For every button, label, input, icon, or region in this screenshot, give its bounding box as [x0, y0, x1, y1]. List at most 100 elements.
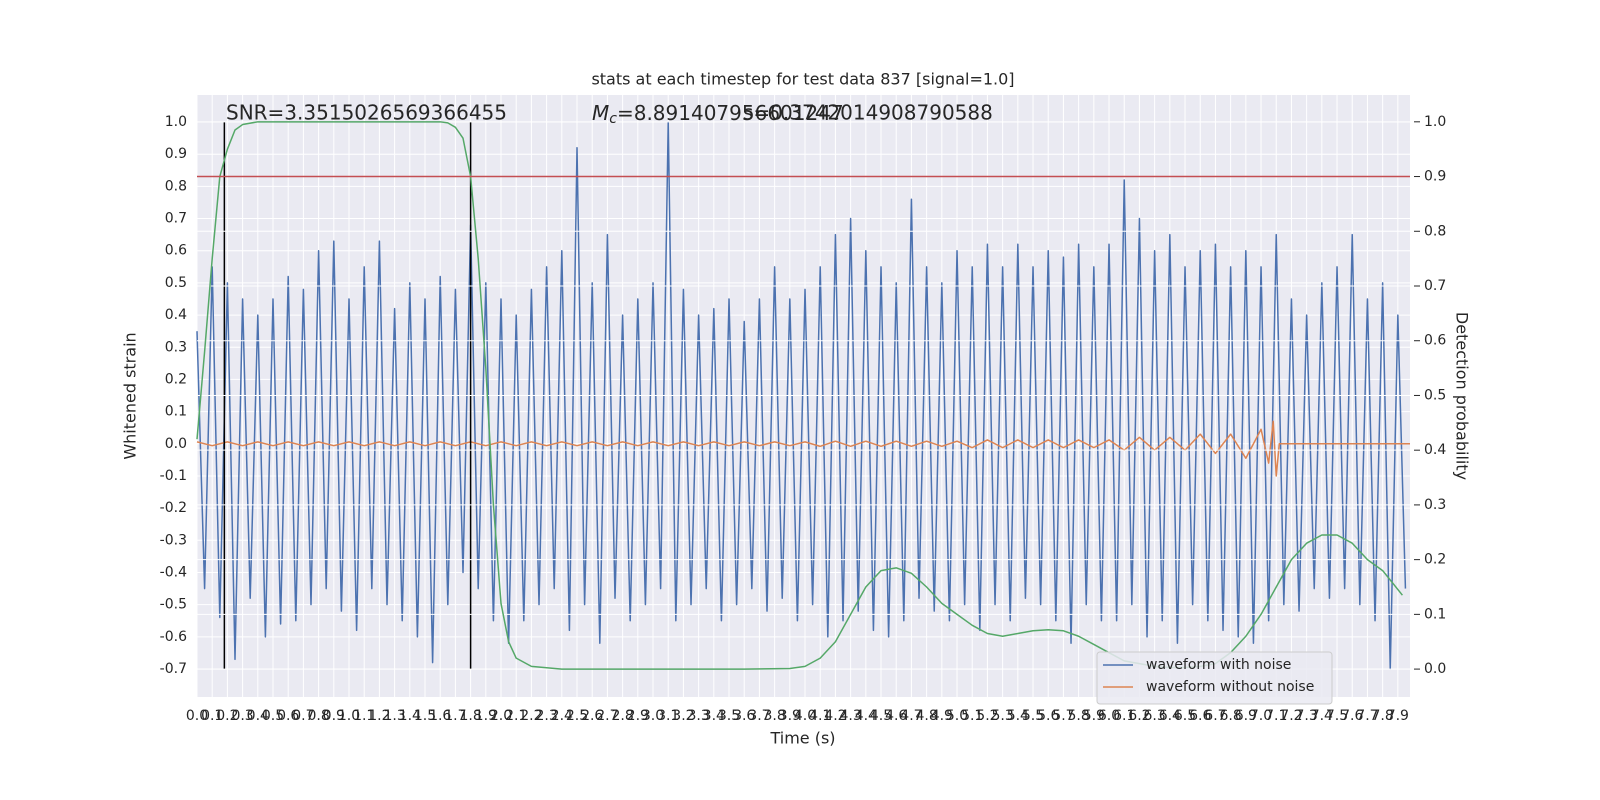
x-tick-label: 2.8 [611, 708, 633, 724]
x-tick-label: 2.7 [596, 708, 618, 724]
x-tick-label: 1.1 [353, 708, 375, 724]
x-tick-label: 2.2 [520, 708, 542, 724]
x-tick-label: 4.8 [915, 708, 937, 724]
y-axis-label: Whitened strain [121, 332, 140, 459]
y-tick-label: 0.9 [165, 146, 187, 162]
x-tick-label: 4.5 [870, 708, 892, 724]
x-tick-label: 7.4 [1311, 708, 1333, 724]
x-tick-label: 2.3 [535, 708, 557, 724]
y-tick-label: 0.7 [165, 211, 187, 227]
x-tick-label: 1.6 [429, 708, 451, 724]
x-tick-label: 6.0 [1098, 708, 1120, 724]
y-tick-label: -0.5 [160, 597, 187, 613]
legend-label: waveform without noise [1146, 679, 1314, 695]
y2-tick-label: 0.3 [1424, 497, 1446, 513]
legend-label: waveform with noise [1146, 657, 1291, 673]
x-tick-label: 5.6 [1037, 708, 1059, 724]
chirp-mass-subscript: c [609, 111, 617, 127]
x-tick-label: 5.5 [1022, 708, 1044, 724]
x-tick-label: 4.0 [794, 708, 816, 724]
x-tick-label: 5.4 [1007, 708, 1029, 724]
y-tick-label: -0.6 [160, 629, 187, 645]
chirp-mass-annotation: Mc=8.891407956601247 [592, 101, 844, 128]
x-tick-label: 6.5 [1174, 708, 1196, 724]
x-tick-label: 2.5 [566, 708, 588, 724]
x-tick-label: 3.6 [733, 708, 755, 724]
x-tick-label: 1.4 [399, 708, 421, 724]
y-tick-label: 0.3 [165, 339, 187, 355]
x-tick-label: 2.0 [490, 708, 512, 724]
y-tick-label: 1.0 [165, 114, 187, 130]
x-tick-label: 0.2 [216, 708, 238, 724]
x-tick-label: 1.5 [414, 708, 436, 724]
x-tick-label: 3.4 [703, 708, 725, 724]
x-tick-label: 5.2 [976, 708, 998, 724]
x-tick-label: 3.9 [779, 708, 801, 724]
x-tick-label: 0.6 [277, 708, 299, 724]
y-tick-label: 0.1 [165, 404, 187, 420]
x-tick-label: 5.9 [1083, 708, 1105, 724]
x-tick-label: 7.6 [1341, 708, 1363, 724]
y2-tick-label: 0.1 [1424, 606, 1446, 622]
x-tick-label: 6.1 [1113, 708, 1135, 724]
x-tick-label: 3.2 [672, 708, 694, 724]
x-tick-label: 7.8 [1372, 708, 1394, 724]
x-tick-label: 5.7 [1052, 708, 1074, 724]
x-tick-label: 4.2 [824, 708, 846, 724]
x-tick-label: 6.7 [1204, 708, 1226, 724]
x-tick-label: 5.3 [991, 708, 1013, 724]
x-tick-label: 3.1 [657, 708, 679, 724]
x-tick-label: 7.9 [1387, 708, 1409, 724]
y2-tick-label: 0.4 [1424, 442, 1446, 458]
chirp-mass-symbol: M [592, 101, 609, 125]
x-tick-label: 2.6 [581, 708, 603, 724]
x-tick-label: 5.1 [961, 708, 983, 724]
x-tick-label: 4.9 [931, 708, 953, 724]
y-tick-label: 0.5 [165, 275, 187, 291]
y-tick-label: -0.2 [160, 500, 187, 516]
y2-tick-label: 0.5 [1424, 387, 1446, 403]
x-tick-label: 7.0 [1250, 708, 1272, 724]
y-tick-label: -0.7 [160, 661, 187, 677]
x-tick-label: 1.0 [338, 708, 360, 724]
y-tick-label: 0.8 [165, 178, 187, 194]
y-tick-label: 0.6 [165, 243, 187, 259]
x-tick-label: 7.7 [1356, 708, 1378, 724]
x-tick-label: 6.3 [1143, 708, 1165, 724]
x-tick-label: 7.3 [1296, 708, 1318, 724]
x-tick-label: 3.8 [763, 708, 785, 724]
x-tick-label: 0.5 [262, 708, 284, 724]
y2-axis-label: Detection probability [1453, 312, 1472, 480]
y2-tick-label: 1.0 [1424, 114, 1446, 130]
snr-annotation: SNR=3.3515026569366455 [226, 101, 507, 125]
x-tick-label: 7.1 [1265, 708, 1287, 724]
x-tick-label: 0.7 [292, 708, 314, 724]
x-tick-label: 0.3 [231, 708, 253, 724]
y-tick-label: -0.4 [160, 564, 187, 580]
x-tick-label: 7.2 [1280, 708, 1302, 724]
x-tick-label: 4.7 [900, 708, 922, 724]
x-tick-label: 1.3 [383, 708, 405, 724]
y2-tick-label: 0.2 [1424, 552, 1446, 568]
y-tick-label: 0.2 [165, 371, 187, 387]
y2-tick-label: 0.0 [1424, 661, 1446, 677]
y2-tick-label: 0.8 [1424, 223, 1446, 239]
x-tick-label: 1.7 [444, 708, 466, 724]
x-tick-label: 6.4 [1159, 708, 1181, 724]
x-tick-label: 1.2 [368, 708, 390, 724]
x-tick-label: 6.8 [1220, 708, 1242, 724]
x-tick-label: 4.1 [809, 708, 831, 724]
chirp-mass-value: =8.891407956601247 [617, 101, 844, 125]
x-tick-label: 6.6 [1189, 708, 1211, 724]
y-tick-label: 0.4 [165, 307, 187, 323]
extra-annotation: s=0.3742014908790588 [743, 101, 993, 125]
x-tick-label: 4.3 [839, 708, 861, 724]
x-tick-label: 5.8 [1067, 708, 1089, 724]
x-tick-label: 6.9 [1235, 708, 1257, 724]
x-tick-label: 2.1 [505, 708, 527, 724]
x-axis-label: Time (s) [769, 729, 835, 748]
series-line [196, 121, 1407, 670]
y2-tick-label: 0.7 [1424, 278, 1446, 294]
